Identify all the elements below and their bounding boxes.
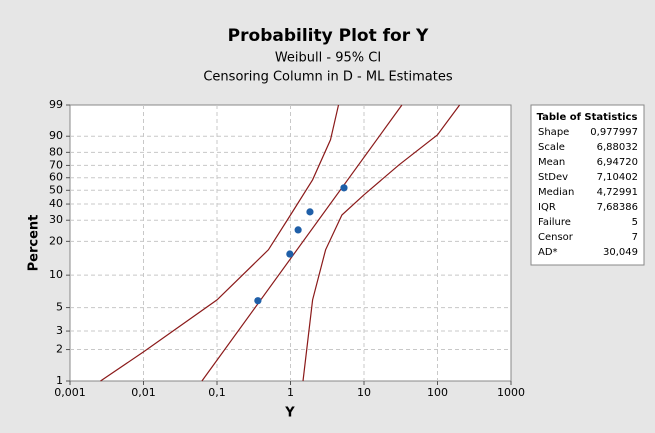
y-tick-label: 70 (49, 158, 63, 171)
stats-value: 0,977997 (590, 127, 638, 138)
stats-value: 6,88032 (597, 142, 638, 153)
stats-label: Failure (538, 217, 571, 228)
x-tick-label: 0,001 (54, 386, 86, 399)
y-axis-label: Percent (27, 215, 42, 272)
stats-label: Median (538, 187, 574, 198)
y-tick-label: 1 (56, 374, 63, 387)
x-tick-label: 1 (287, 386, 294, 399)
stats-label: AD* (538, 247, 558, 258)
y-tick-label: 99 (49, 98, 63, 111)
stats-value: 7,68386 (597, 202, 638, 213)
chart-subtitle: Weibull - 95% CI (275, 51, 381, 66)
data-point (286, 250, 294, 258)
stats-value: 7,10402 (597, 172, 638, 183)
x-tick-label: 0,01 (131, 386, 156, 399)
stats-label: Shape (538, 127, 569, 138)
y-tick-label: 3 (56, 324, 63, 337)
y-tick-label: 2 (56, 343, 63, 356)
ci-line (100, 104, 340, 382)
x-tick-label: 0,1 (208, 386, 226, 399)
stats-value: 7 (632, 232, 638, 243)
stats-label: Mean (538, 157, 565, 168)
stats-value: 30,049 (603, 247, 638, 258)
chart-subtitle: Censoring Column in D - ML Estimates (203, 70, 452, 85)
y-tick-label: 60 (49, 171, 63, 184)
data-point (294, 226, 302, 234)
stats-label: StDev (538, 172, 568, 183)
data-point (340, 184, 348, 192)
stats-label: IQR (538, 202, 556, 213)
y-tick-label: 30 (49, 213, 63, 226)
stats-label: Censor (538, 232, 574, 243)
stats-value: 4,72991 (597, 187, 638, 198)
stats-label: Scale (538, 142, 565, 153)
y-tick-label: 5 (56, 301, 63, 314)
stats-value: 5 (632, 217, 638, 228)
y-tick-label: 80 (49, 145, 63, 158)
stats-title: Table of Statistics (537, 112, 638, 123)
x-axis-label: Y (284, 406, 295, 421)
ci-line (201, 104, 403, 382)
data-point (306, 208, 314, 216)
x-tick-label: 1000 (497, 386, 525, 399)
y-tick-label: 40 (49, 197, 63, 210)
x-tick-label: 100 (427, 386, 448, 399)
y-tick-label: 50 (49, 183, 63, 196)
y-tick-label: 10 (49, 268, 63, 281)
stats-value: 6,94720 (597, 157, 638, 168)
data-point (254, 297, 262, 305)
chart-title: Probability Plot for Y (228, 26, 429, 46)
ci-line (302, 104, 461, 382)
y-tick-label: 90 (49, 129, 63, 142)
y-tick-label: 20 (49, 234, 63, 247)
stats-table (530, 104, 645, 266)
x-tick-label: 10 (357, 386, 371, 399)
